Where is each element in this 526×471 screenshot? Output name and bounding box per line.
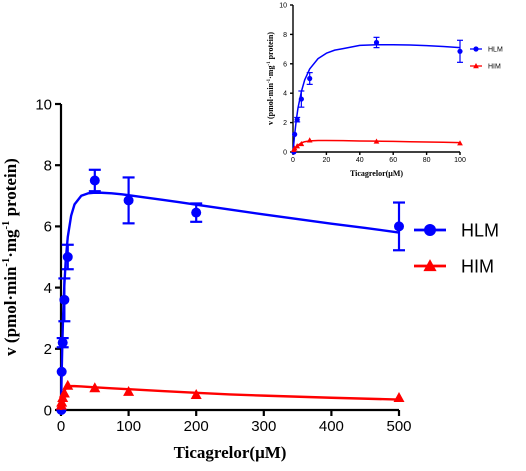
main-legend: HLM HIM <box>414 220 499 276</box>
point-marker <box>373 138 380 144</box>
ylabel-part: -1 <box>267 78 272 83</box>
ylabel-part: protein) <box>266 32 275 62</box>
point-marker <box>394 221 404 232</box>
point-marker <box>306 137 313 143</box>
point-marker <box>294 143 301 149</box>
point-marker <box>473 46 479 52</box>
ylabel-part: -1 <box>1 221 12 230</box>
point-marker <box>298 140 305 147</box>
point-marker <box>89 382 101 393</box>
y-tick-label: 0 <box>283 149 287 156</box>
point-marker <box>424 224 436 236</box>
point-marker <box>423 259 437 272</box>
series-him <box>290 137 463 153</box>
point-marker <box>57 337 68 348</box>
point-marker <box>457 48 463 54</box>
point-marker <box>373 39 380 46</box>
ylabel-part: -1 <box>267 61 272 66</box>
ylabel-part: ·mg <box>1 229 20 258</box>
point-marker <box>393 392 405 403</box>
y-tick-label: 0 <box>44 402 52 419</box>
series-hlm <box>291 36 463 155</box>
y-tick-label: 10 <box>35 96 52 113</box>
x-tick-label: 20 <box>323 157 331 164</box>
point-marker <box>62 252 73 262</box>
ylabel-part: v (pmol·min <box>266 82 275 125</box>
ylabel-part: -1 <box>1 258 12 267</box>
fit-curve <box>59 191 400 411</box>
y-tick-label: 8 <box>44 157 52 174</box>
fit-curve <box>59 384 400 411</box>
x-tick-label: 500 <box>386 418 411 435</box>
y-tick-label: 4 <box>283 91 287 98</box>
y-tick-label: 2 <box>283 120 287 127</box>
y-tick-label: 6 <box>44 219 52 236</box>
legend-label: HIM <box>488 64 501 71</box>
point-marker <box>59 294 70 305</box>
y-tick-label: 2 <box>44 341 52 358</box>
point-marker <box>123 385 135 396</box>
point-marker <box>123 195 134 206</box>
point-marker <box>190 389 202 399</box>
y-axis-title: v (pmol·min-1·mg-1 protein) <box>266 32 275 125</box>
y-tick-label: 10 <box>279 2 287 9</box>
y-tick-label: 6 <box>283 61 287 68</box>
x-tick-label: 300 <box>251 418 276 435</box>
point-marker <box>307 75 313 82</box>
ylabel-part: v (pmol·min <box>1 266 20 356</box>
legend-label: HLM <box>461 220 499 240</box>
x-tick-label: 100 <box>116 418 141 435</box>
legend-label: HLM <box>488 47 503 54</box>
series-him <box>55 379 405 411</box>
point-marker <box>62 379 74 390</box>
point-marker <box>56 366 67 377</box>
fit-curve <box>292 43 461 153</box>
x-tick-label: 0 <box>57 418 65 435</box>
point-marker <box>191 207 202 218</box>
point-marker <box>294 117 300 123</box>
y-tick-label: 4 <box>44 280 52 297</box>
point-marker <box>89 175 100 186</box>
point-marker <box>58 387 70 398</box>
x-axis-title: Ticagrelor(μM) <box>350 169 403 178</box>
x-tick-label: 0 <box>291 157 295 164</box>
x-axis-title: Ticagrelor(μM) <box>174 443 287 462</box>
ylabel-part: protein) <box>1 158 20 221</box>
point-marker <box>292 131 298 137</box>
x-tick-label: 100 <box>454 157 466 164</box>
point-marker <box>473 63 479 69</box>
x-tick-label: 400 <box>319 418 344 435</box>
ylabel-part: ·mg <box>266 66 275 79</box>
point-marker <box>298 96 304 102</box>
series-hlm <box>56 168 405 415</box>
legend-label: HIM <box>461 256 494 276</box>
y-axis-title: v (pmol·min-1·mg-1 protein) <box>1 158 20 356</box>
y-tick-label: 8 <box>283 32 287 39</box>
x-tick-label: 80 <box>423 157 431 164</box>
x-tick-label: 40 <box>356 157 364 164</box>
point-marker <box>457 140 463 146</box>
x-tick-label: 60 <box>389 157 397 164</box>
x-tick-label: 200 <box>184 418 209 435</box>
